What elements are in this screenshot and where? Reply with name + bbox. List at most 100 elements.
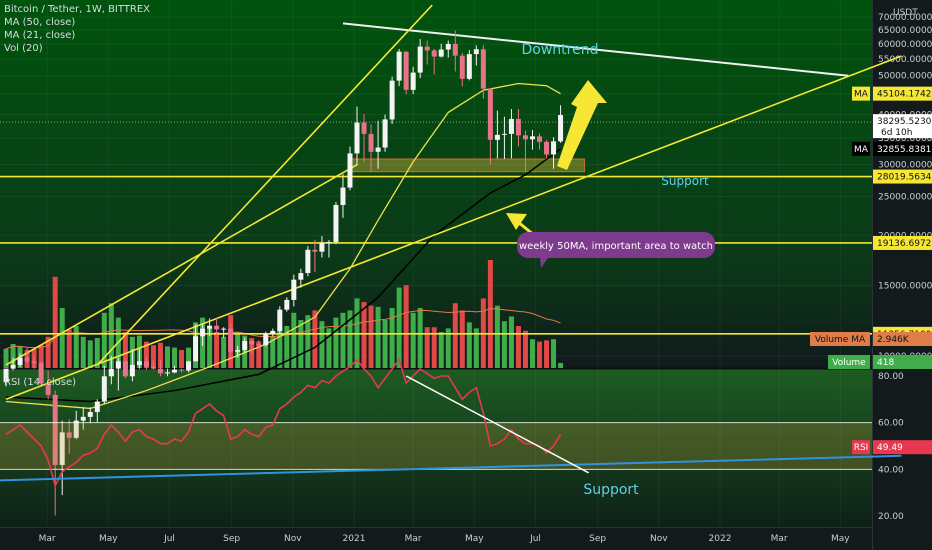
volume-bar: [487, 260, 493, 368]
volume-bar: [501, 321, 507, 368]
candle-body: [431, 50, 437, 57]
volume-legend[interactable]: Vol (20): [4, 43, 43, 54]
volume-ma-tag-label-bg: [810, 332, 870, 346]
x-tick-label: May: [831, 534, 850, 544]
candle-body: [263, 333, 269, 346]
candle-body: [256, 344, 262, 346]
x-tick-label: May: [465, 534, 484, 544]
candle-body: [122, 361, 128, 377]
callout-arrow-head: [506, 213, 527, 230]
y-tick-label: 65000.00000: [878, 26, 932, 36]
volume-ma-tag-label: Volume MA: [815, 335, 866, 345]
candle-body: [445, 43, 451, 50]
x-tick-label: Mar: [39, 534, 56, 544]
volume-bar: [38, 345, 44, 368]
volume-bar: [382, 320, 388, 368]
channel-upper-line: [96, 4, 433, 366]
volume-bar: [326, 328, 332, 368]
volume-bar: [529, 339, 535, 368]
support-zone: [350, 158, 586, 173]
volume-bar: [466, 322, 472, 368]
volume-ma-tag: Volume MA 2.946K: [810, 332, 932, 346]
ma21-line: [5, 82, 561, 410]
candle-body: [24, 357, 30, 362]
candle-body: [375, 147, 381, 152]
x-tick-label: May: [99, 534, 118, 544]
candle-body: [452, 43, 458, 56]
candle-body: [94, 401, 100, 413]
x-tick-label: 2022: [709, 534, 732, 544]
ma50-price-tag: MA 32855.83815: [852, 141, 932, 156]
candle-body: [494, 134, 500, 140]
rsi-tag-label-bg: [852, 440, 870, 455]
volume-bar: [424, 327, 430, 368]
ma21-price-tag-value-bg: [873, 86, 932, 101]
y-tick-label: 70000.00000: [878, 13, 932, 23]
volume-bar: [551, 339, 557, 368]
candle-body: [101, 376, 107, 402]
legend-panel: Bitcoin / Tether, 1W, BITTREX MA (50, cl…: [4, 3, 150, 55]
volume-bar: [544, 340, 550, 368]
candle-body: [66, 432, 72, 438]
rsi-tag-value-bg: [873, 440, 932, 455]
candle-body: [31, 361, 37, 364]
ma21-price-tag-value: 45104.17428: [877, 90, 932, 100]
volume-bar: [558, 362, 564, 368]
candle-body: [172, 369, 178, 373]
rsi-support-line: [0, 454, 902, 482]
candle-body: [368, 133, 374, 152]
candle-body: [522, 135, 528, 140]
candle-body: [270, 330, 276, 334]
ma50-legend[interactable]: MA (50, close): [4, 17, 76, 28]
rsi-tick-label: 60.00: [878, 419, 904, 429]
volume-bar: [452, 303, 458, 368]
volume-bar: [291, 312, 297, 368]
candle-body: [207, 325, 213, 329]
volume-bar: [277, 326, 283, 368]
candle-body: [487, 88, 493, 140]
candle-body: [200, 328, 206, 337]
candle-body: [45, 383, 51, 395]
candle-body: [228, 328, 234, 352]
candle-body: [73, 420, 79, 438]
ma21-legend[interactable]: MA (21, close): [4, 30, 76, 41]
volume-bar: [312, 310, 318, 368]
volume-bar: [263, 336, 269, 368]
candle-body: [312, 249, 318, 252]
volume-bar: [368, 305, 374, 368]
candle-body: [87, 412, 93, 417]
volume-bar: [108, 303, 114, 368]
candle-body: [558, 114, 564, 142]
candle-body: [551, 141, 557, 155]
volume-bar: [207, 328, 213, 368]
volume-bar: [143, 341, 149, 368]
volume-bar: [347, 310, 353, 368]
level1-price-tag: 28019.56347: [873, 169, 932, 184]
candle-body: [179, 369, 185, 371]
volume-bar: [66, 329, 72, 368]
candle-body: [143, 361, 149, 367]
level2-price-tag-value-bg: [873, 235, 932, 250]
volume-bar: [319, 321, 325, 368]
volume-bar: [417, 308, 423, 368]
upward-arrow: [557, 80, 607, 170]
candle-body: [80, 416, 86, 421]
rsi-tick-label: 20.00: [878, 512, 904, 522]
chart-title: Bitcoin / Tether, 1W, BITTREX: [4, 4, 151, 15]
volume-tag-label: Volume: [832, 358, 866, 368]
volume-bar: [164, 346, 170, 368]
candle-body: [249, 340, 255, 345]
candle-body: [10, 364, 16, 369]
volume-bar: [305, 315, 311, 368]
rsi-tag-label: RSI: [854, 443, 869, 453]
rsi-legend[interactable]: RSI (14, close): [4, 377, 77, 388]
candle-body: [333, 204, 339, 242]
y-tick-label: 55000.00000: [878, 55, 932, 65]
candle-body: [157, 368, 163, 374]
y-tick-label: 15000.00000: [878, 281, 932, 291]
x-tick-label: Sep: [223, 534, 240, 544]
volume-bar: [431, 327, 437, 368]
ma50-price-tag-value: 32855.83815: [877, 145, 932, 155]
